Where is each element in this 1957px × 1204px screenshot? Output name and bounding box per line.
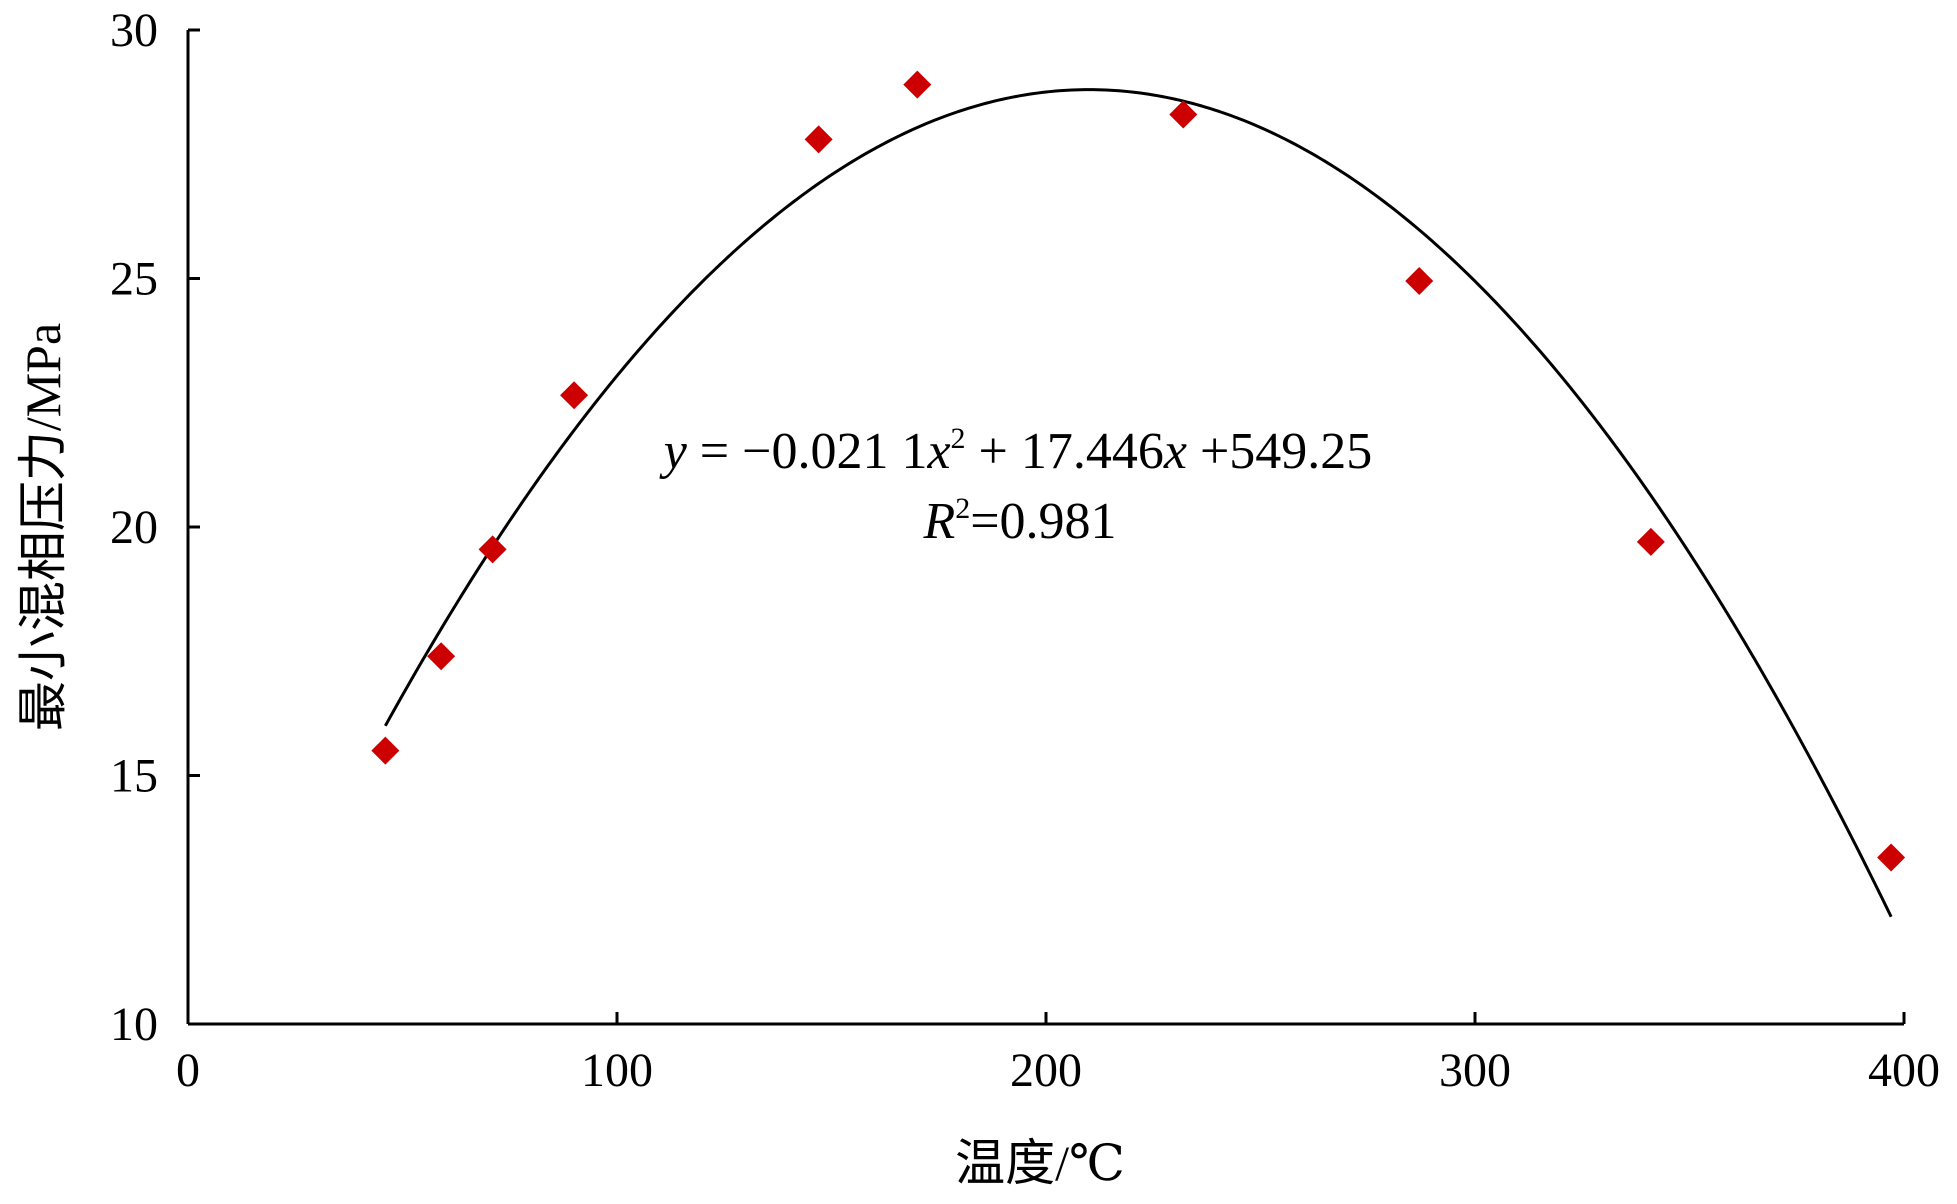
x-tick-label: 300: [1439, 1044, 1511, 1097]
r-squared-value: =0.981: [970, 493, 1116, 550]
tick-marks: [186, 28, 1906, 1026]
r-squared-superscript: 2: [955, 492, 970, 525]
equation-y-var: y: [659, 423, 688, 480]
data-point-diamond: [1877, 843, 1906, 872]
x-tick-label: 400: [1868, 1044, 1940, 1097]
x-tick-label: 0: [176, 1044, 200, 1097]
y-axis-title: 最小混相压力/MPa: [15, 323, 71, 731]
data-point-diamond: [804, 125, 833, 154]
equation-constant: +549.25: [1187, 423, 1372, 480]
data-point-diamond: [427, 642, 456, 671]
data-point-diamond: [478, 535, 507, 564]
equation-superscript: 2: [951, 422, 966, 455]
data-point-diamond: [903, 70, 932, 99]
r-squared-label: R2=0.981: [922, 492, 1116, 550]
data-point-diamond: [1405, 266, 1434, 295]
polynomial-trendline: [384, 88, 1893, 918]
equation-coefficient-b: + 17.446: [966, 423, 1164, 480]
tick-labels: 0 100 200 300 400 10 15 20 25 30: [110, 4, 1940, 1097]
equation-x-var-2: x: [1163, 423, 1187, 480]
trendline-equation: y = −0.021 1x2 + 17.446x +549.25: [659, 422, 1373, 480]
y-tick-label: 30: [110, 4, 158, 57]
trendline-layer: [384, 88, 1893, 918]
x-tick-label: 200: [1010, 1044, 1082, 1097]
x-axis-title: 温度/℃: [955, 1135, 1125, 1191]
y-tick-label: 20: [110, 501, 158, 554]
data-point-diamond: [560, 381, 589, 410]
data-points: [371, 70, 1906, 872]
y-tick-label: 10: [110, 998, 158, 1051]
data-point-diamond: [1636, 527, 1665, 556]
data-point-diamond: [371, 736, 400, 765]
equation-x-var: x: [926, 423, 950, 480]
data-point-diamond: [1169, 100, 1198, 129]
y-tick-label: 25: [110, 253, 158, 306]
r-squared-var: R: [922, 493, 955, 550]
y-tick-label: 15: [110, 750, 158, 803]
equation-coefficient-a: = −0.021 1: [687, 423, 928, 480]
x-tick-label: 100: [581, 1044, 653, 1097]
